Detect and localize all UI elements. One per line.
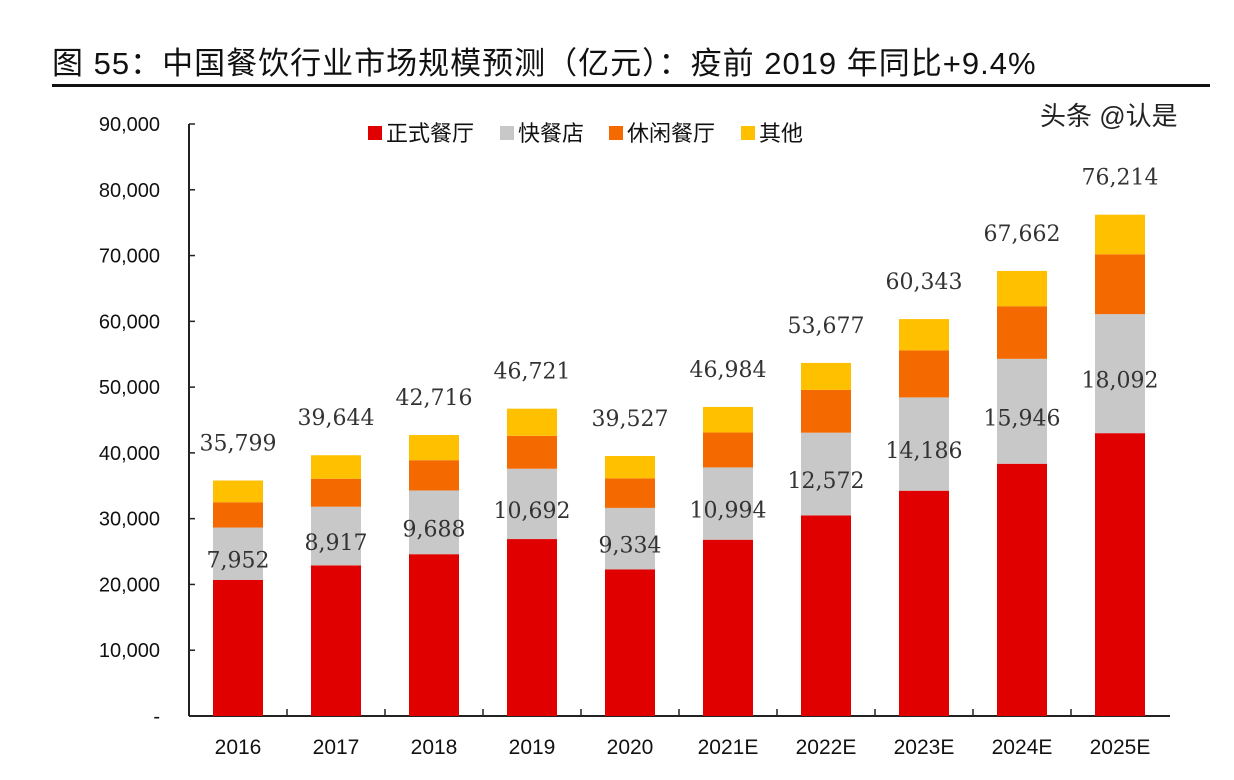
bar-segment-2 [801, 389, 851, 433]
bar-segment-3 [409, 435, 459, 461]
bar-segment-0 [311, 565, 361, 716]
bar-segment-2 [703, 432, 753, 468]
x-tick-label: 2024E [992, 736, 1053, 759]
total-label: 76,214 [1082, 166, 1159, 191]
bar-segment-1 [899, 397, 949, 491]
bar-segment-1 [801, 432, 851, 516]
bar-segment-2 [311, 478, 361, 507]
bar-segment-3 [899, 319, 949, 351]
y-tick-label: 20,000 [99, 574, 160, 596]
bar-segment-0 [997, 463, 1047, 716]
bar-segment-1 [605, 507, 655, 570]
total-label: 35,799 [200, 432, 277, 457]
total-label: 39,527 [592, 407, 669, 432]
legend-label: 快餐店 [518, 122, 584, 147]
segment-label: 10,692 [494, 499, 571, 524]
bar-segment-3 [1095, 214, 1145, 255]
x-tick-label: 2017 [313, 736, 360, 759]
legend-swatch [500, 126, 514, 140]
legend-swatch [741, 126, 755, 140]
bar-segment-1 [703, 467, 753, 540]
x-tick-label: 2018 [411, 736, 458, 759]
segment-label: 15,946 [984, 406, 1061, 431]
bar-segment-0 [1095, 433, 1145, 716]
y-tick-label: 40,000 [99, 443, 160, 465]
legend-label: 正式餐厅 [386, 122, 474, 147]
y-tick-label: 90,000 [99, 114, 160, 136]
total-label: 46,984 [690, 358, 767, 383]
total-label: 60,343 [886, 270, 963, 295]
bar-segment-3 [213, 480, 263, 503]
segment-label: 9,334 [599, 534, 662, 559]
segment-label: 14,186 [886, 439, 963, 464]
bar-segment-0 [801, 515, 851, 716]
legend-swatch [609, 126, 623, 140]
bar-segment-0 [899, 490, 949, 716]
bar-segment-0 [213, 579, 263, 716]
x-tick-label: 2020 [607, 736, 654, 759]
total-label: 46,721 [494, 360, 571, 385]
bar-segment-0 [605, 569, 655, 716]
legend-label: 其他 [759, 122, 803, 147]
bar-segment-0 [703, 539, 753, 716]
y-tick-label: 30,000 [99, 509, 160, 531]
bar-segment-3 [507, 408, 557, 436]
y-tick-label: 80,000 [99, 180, 160, 202]
bar-segment-1 [507, 468, 557, 540]
bar-segment-3 [311, 455, 361, 479]
bar-segment-3 [703, 406, 753, 433]
bar-segment-1 [997, 358, 1047, 464]
bar-segment-2 [507, 435, 557, 469]
x-tick-label: 2022E [796, 736, 857, 759]
bar-segment-1 [1095, 314, 1145, 434]
bar-segment-1 [409, 490, 459, 555]
y-tick-label: 70,000 [99, 246, 160, 268]
bar-segment-1 [213, 527, 263, 580]
bar-segment-2 [213, 502, 263, 528]
segment-label: 9,688 [403, 517, 466, 542]
total-label: 39,644 [298, 406, 375, 431]
bar-segment-2 [899, 350, 949, 398]
legend-swatch [368, 126, 382, 140]
bar-segment-2 [997, 306, 1047, 359]
total-label: 42,716 [396, 386, 473, 411]
x-tick-label: 2016 [215, 736, 262, 759]
chart-title: 图 55：中国餐饮行业市场规模预测（亿元）：疫前 2019 年同比+9.4% [52, 46, 1037, 81]
x-tick-label: 2025E [1090, 736, 1151, 759]
bar-segment-2 [605, 478, 655, 508]
bar-segment-3 [997, 270, 1047, 307]
segment-label: 8,917 [305, 531, 368, 556]
segment-label: 18,092 [1082, 369, 1159, 394]
watermark: 头条 @认是 [1040, 101, 1178, 131]
total-label: 67,662 [984, 222, 1061, 247]
x-tick-label: 2021E [698, 736, 759, 759]
title-underline [52, 84, 1210, 87]
y-tick-label: 60,000 [99, 311, 160, 333]
y-tick-label: 10,000 [99, 640, 160, 662]
bar-segment-3 [801, 362, 851, 390]
bar-segment-0 [507, 539, 557, 716]
y-tick-label: 50,000 [99, 377, 160, 399]
segment-label: 7,952 [207, 549, 270, 574]
bar-segment-3 [605, 456, 655, 479]
bar-segment-0 [409, 554, 459, 716]
legend-label: 休闲餐厅 [627, 122, 715, 147]
x-tick-label: 2019 [509, 736, 556, 759]
x-tick-label: 2023E [894, 736, 955, 759]
bar-segment-2 [409, 460, 459, 491]
segment-label: 10,994 [690, 499, 767, 524]
bar-segment-1 [311, 506, 361, 566]
bar-segment-2 [1095, 254, 1145, 315]
total-label: 53,677 [788, 314, 865, 339]
segment-label: 12,572 [788, 469, 865, 494]
y-tick-label: - [153, 706, 160, 728]
